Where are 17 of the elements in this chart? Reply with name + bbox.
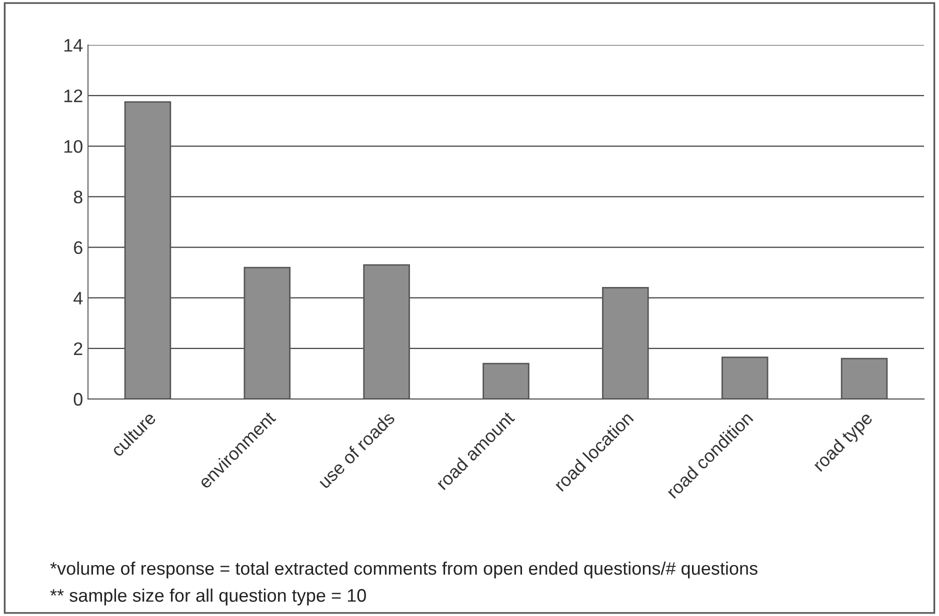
y-tick-label: 2 xyxy=(74,342,82,355)
text: ** sample size for all question type = 10 xyxy=(50,588,366,606)
bar xyxy=(244,266,291,399)
bar xyxy=(363,264,410,399)
text: *volume of response = total extracted comments from open ended questions/# questions xyxy=(50,562,758,578)
y-tick-label: 10 xyxy=(64,140,82,153)
bar xyxy=(482,362,530,399)
y-tick-label: 12 xyxy=(64,90,82,102)
y-tick-label: 6 xyxy=(74,241,82,254)
bar xyxy=(602,287,649,399)
bar xyxy=(721,356,768,399)
y-tick-label: 14 xyxy=(64,39,83,52)
y-tick-label: 8 xyxy=(74,190,82,204)
bar xyxy=(124,101,172,399)
y-tick-label: 4 xyxy=(74,292,83,304)
y-tick-label: 0 xyxy=(74,392,82,406)
bar xyxy=(840,358,888,399)
